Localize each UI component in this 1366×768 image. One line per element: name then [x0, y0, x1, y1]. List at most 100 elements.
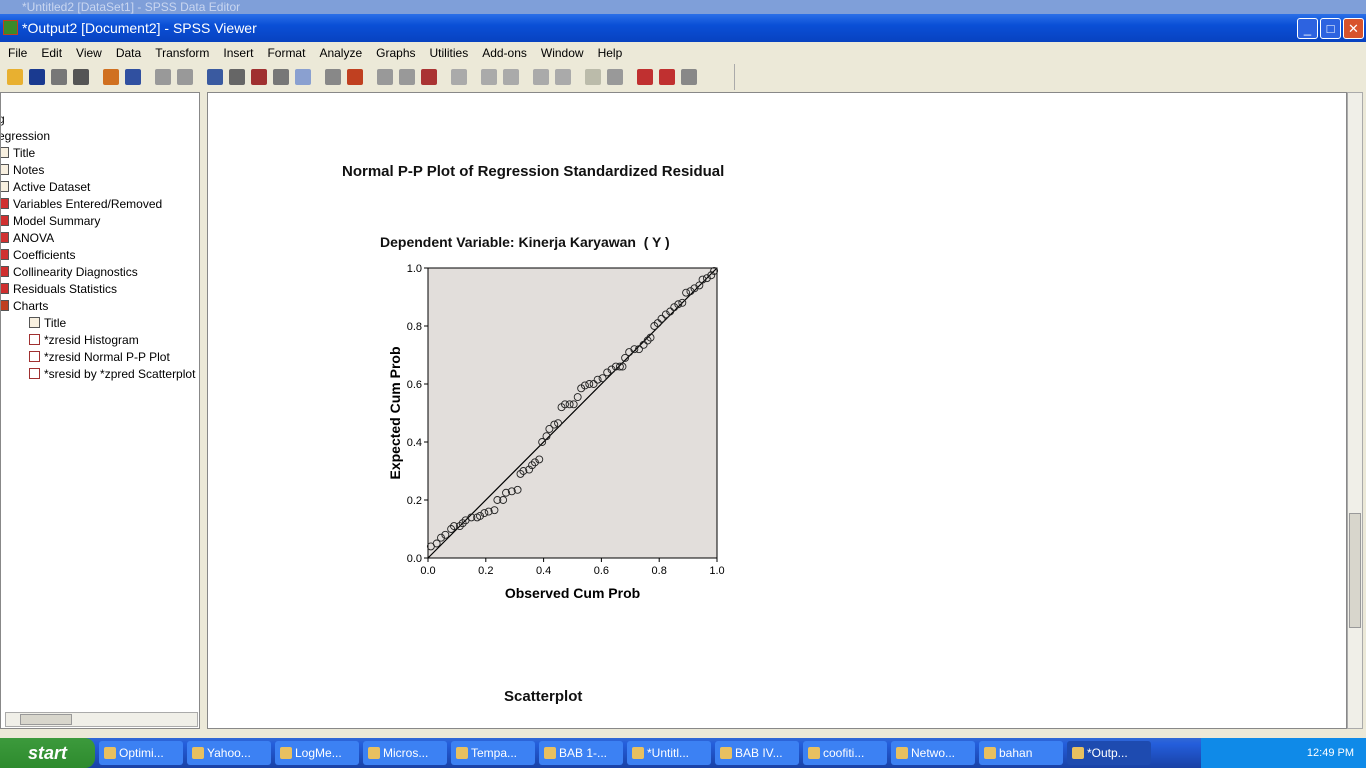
outline-item[interactable]: Notes [1, 162, 199, 179]
outline-item-label: Active Dataset [13, 180, 91, 194]
menu-help[interactable]: Help [597, 45, 623, 60]
start-button[interactable]: start [0, 738, 95, 768]
taskbar-button[interactable]: Tempa... [451, 741, 535, 765]
expand-icon[interactable] [533, 69, 549, 85]
close-button[interactable]: ✕ [1343, 18, 1364, 39]
taskbar-button[interactable]: Yahoo... [187, 741, 271, 765]
undo-icon[interactable] [155, 69, 171, 85]
variable-info-icon[interactable] [273, 69, 289, 85]
pp-plot-chart[interactable]: 0.0 0.2 0.4 0.6 0.8 1.0 0.0 0.2 0.4 0.6 0.8 1.0 Obse… [378, 258, 778, 608]
menu-edit[interactable]: Edit [41, 45, 63, 60]
variables-icon[interactable] [229, 69, 245, 85]
data-point [682, 288, 691, 297]
pane-splitter[interactable] [200, 92, 207, 729]
chart-subtitle: Dependent Variable: Kinerja Karyawan ( Y… [380, 234, 670, 250]
menu-transform[interactable]: Transform [155, 45, 210, 60]
open-icon[interactable] [7, 69, 23, 85]
scroll-thumb[interactable] [1349, 513, 1361, 628]
outline-item[interactable]: *sresid by *zpred Scatterplot [1, 366, 199, 383]
menu-window[interactable]: Window [540, 45, 584, 60]
demote-icon[interactable] [503, 69, 519, 85]
insert-title-icon[interactable] [399, 69, 415, 85]
outline-item[interactable]: Coefficients [1, 247, 199, 264]
create-chart-icon[interactable] [451, 69, 467, 85]
outline-item[interactable]: Title [1, 315, 199, 332]
print-preview-icon[interactable] [73, 69, 89, 85]
taskbar-button[interactable]: Netwo... [891, 741, 975, 765]
taskbar-button[interactable]: BAB 1-... [539, 741, 623, 765]
outline-item[interactable]: *zresid Histogram [1, 332, 199, 349]
y-tick-label: 0.2 [407, 495, 422, 507]
data-point [702, 274, 711, 283]
insert-cases-icon[interactable] [251, 69, 267, 85]
menu-format[interactable]: Format [267, 45, 306, 60]
minimize-button[interactable]: _ [1297, 18, 1318, 39]
outline-item[interactable]: Active Dataset [1, 179, 199, 196]
outline-item[interactable]: g [1, 111, 199, 128]
data-point [686, 287, 695, 296]
insert-new-title-icon[interactable] [659, 69, 675, 85]
insert-heading-icon[interactable] [377, 69, 393, 85]
data-point [447, 525, 456, 533]
data-point [670, 303, 679, 312]
taskbar-button[interactable]: Micros... [363, 741, 447, 765]
data-point [621, 353, 630, 362]
table-icon [1, 215, 9, 226]
hide-icon[interactable] [607, 69, 623, 85]
menu-file[interactable]: File [8, 45, 28, 60]
menu-view[interactable]: View [76, 45, 102, 60]
menu-insert[interactable]: Insert [223, 45, 254, 60]
select-cases-icon[interactable] [325, 69, 341, 85]
data-point [530, 458, 539, 467]
data-point [666, 307, 675, 316]
outline-item-label: *zresid Normal P-P Plot [44, 350, 170, 364]
data-point [607, 365, 616, 374]
taskbar: start Optimi... Yahoo... LogMe... Micros...… [0, 738, 1366, 768]
menu-data[interactable]: Data [115, 45, 142, 60]
goto-data-icon[interactable] [125, 69, 141, 85]
collapse-icon[interactable] [555, 69, 571, 85]
data-point [565, 400, 574, 409]
taskbar-button[interactable]: *Untitl... [627, 741, 711, 765]
show-icon[interactable] [585, 69, 601, 85]
print-icon[interactable] [51, 69, 67, 85]
menu-add-ons[interactable]: Add-ons [482, 45, 527, 60]
maximize-button[interactable]: □ [1320, 18, 1341, 39]
outline-item[interactable]: Variables Entered/Removed [1, 196, 199, 213]
export-icon[interactable] [103, 69, 119, 85]
y-tick-label: 0.6 [407, 379, 422, 391]
promote-icon[interactable] [481, 69, 497, 85]
menu-graphs[interactable]: Graphs [376, 45, 416, 60]
insert-new-text-icon[interactable] [681, 69, 697, 85]
outline-item[interactable]: Charts [1, 298, 199, 315]
taskbar-button[interactable]: coofiti... [803, 741, 887, 765]
outline-horizontal-scrollbar[interactable] [5, 712, 198, 727]
outline-item[interactable]: Title [1, 145, 199, 162]
outline-item-label: Title [13, 146, 36, 160]
outline-item[interactable]: Collinearity Diagnostics [1, 264, 199, 281]
outline-item[interactable]: ANOVA [1, 230, 199, 247]
data-point [643, 336, 652, 345]
output-vertical-scrollbar[interactable] [1347, 92, 1363, 729]
taskbar-button[interactable]: bahan [979, 741, 1063, 765]
outline-item[interactable]: Model Summary [1, 213, 199, 230]
show-hide-icon[interactable] [347, 69, 363, 85]
outline-item-label: Notes [13, 163, 45, 177]
outline-item[interactable]: Residuals Statistics [1, 281, 199, 298]
taskbar-button[interactable]: BAB IV... [715, 741, 799, 765]
save-icon[interactable] [29, 69, 45, 85]
taskbar-button[interactable]: *Outp... [1067, 741, 1151, 765]
taskbar-button[interactable]: Optimi... [99, 741, 183, 765]
outline-item[interactable]: *zresid Normal P-P Plot [1, 349, 199, 366]
outline-item-label: Collinearity Diagnostics [13, 265, 138, 279]
insert-text-icon[interactable] [421, 69, 437, 85]
insert-new-heading-icon[interactable] [637, 69, 653, 85]
menu-utilities[interactable]: Utilities [429, 45, 469, 60]
menu-analyze[interactable]: Analyze [319, 45, 363, 60]
taskbar-button[interactable]: LogMe... [275, 741, 359, 765]
outline-item[interactable]: egression [1, 128, 199, 145]
goto-case-icon[interactable] [207, 69, 223, 85]
scroll-thumb[interactable] [20, 714, 72, 725]
designate-window-icon[interactable] [295, 69, 311, 85]
redo-icon[interactable] [177, 69, 193, 85]
